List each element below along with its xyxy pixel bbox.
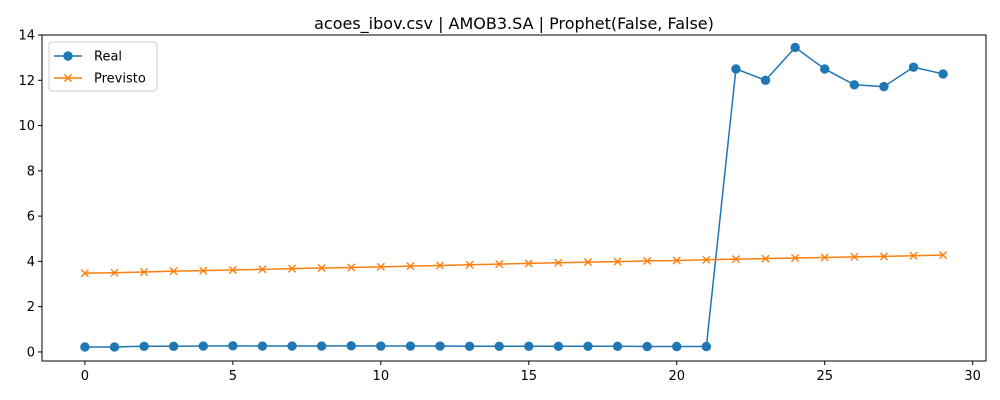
x-tick-label: 0	[81, 369, 89, 384]
data-point-real	[701, 341, 712, 352]
data-point-real	[139, 341, 149, 351]
data-point-previsto	[317, 263, 326, 273]
data-point-previsto	[139, 267, 149, 277]
y-tick-label: 12	[18, 74, 35, 89]
data-point-real	[553, 341, 564, 351]
x-tick-label: 10	[373, 369, 390, 384]
y-tick-label: 6	[27, 210, 35, 225]
series-layer	[80, 42, 948, 352]
data-point-real	[672, 341, 682, 352]
data-point-previsto	[406, 262, 415, 271]
x-tick-label: 30	[964, 369, 981, 384]
legend-marker-previsto	[63, 73, 73, 83]
data-point-previsto	[791, 253, 800, 263]
x-tick-label: 5	[229, 369, 237, 384]
y-tick-label: 0	[27, 345, 35, 360]
y-tick-label: 4	[27, 255, 35, 270]
data-point-real	[790, 42, 800, 53]
y-tick-label: 2	[27, 300, 35, 315]
data-point-real	[346, 341, 356, 351]
data-point-real	[435, 341, 445, 351]
x-tick-label: 20	[668, 369, 685, 384]
data-point-previsto	[465, 260, 474, 269]
series-line-real	[84, 46, 944, 348]
data-point-real	[938, 69, 948, 79]
data-point-real	[198, 341, 208, 351]
data-point-previsto	[879, 252, 889, 261]
data-point-previsto	[347, 263, 356, 272]
legend: Real Previsto	[48, 41, 158, 92]
data-point-real	[80, 342, 90, 352]
data-point-real	[494, 341, 504, 351]
data-point-real	[524, 341, 534, 351]
data-point-real	[642, 341, 652, 352]
data-point-previsto	[702, 255, 711, 264]
data-point-previsto	[287, 264, 297, 273]
data-point-real	[908, 62, 919, 72]
data-point-previsto	[731, 255, 741, 264]
data-point-real	[849, 80, 860, 90]
data-point-previsto	[524, 259, 533, 268]
data-point-previsto	[938, 250, 948, 260]
x-tick-label: 25	[816, 369, 833, 384]
chart-title: acoes_ibov.csv | AMOB3.SA | Prophet(Fals…	[314, 14, 714, 34]
data-point-real	[228, 341, 238, 351]
y-tick-label: 14	[18, 29, 35, 44]
y-tick-label: 8	[27, 164, 35, 179]
data-point-real	[760, 75, 771, 85]
data-point-real	[879, 81, 889, 92]
data-point-real	[612, 341, 623, 351]
x-tick-label: 15	[521, 369, 538, 384]
plot-frame	[41, 34, 987, 362]
data-point-real	[316, 341, 327, 351]
data-point-real	[109, 342, 120, 352]
y-tick-label: 10	[18, 119, 35, 134]
data-point-previsto	[761, 254, 770, 263]
data-point-previsto	[613, 257, 622, 266]
legend-label-previsto: Previsto	[94, 72, 146, 87]
data-point-real	[820, 64, 830, 74]
data-point-previsto	[495, 260, 504, 269]
data-point-previsto	[110, 268, 119, 277]
data-point-real	[257, 341, 268, 351]
data-point-previsto	[850, 252, 859, 261]
axes-layer: 0 5 10 15 20 25 30 0 2 4 6 8 10 12 14	[18, 29, 981, 385]
data-point-real	[376, 341, 386, 351]
data-point-previsto	[258, 265, 267, 274]
data-point-previsto	[672, 256, 681, 265]
data-point-previsto	[376, 262, 385, 271]
data-point-previsto	[228, 265, 237, 275]
data-point-real	[583, 341, 593, 351]
data-point-previsto	[199, 266, 208, 275]
data-point-previsto	[80, 269, 90, 278]
series-line-previsto	[84, 254, 944, 274]
data-point-real	[168, 341, 179, 351]
data-point-real	[464, 341, 475, 351]
data-point-previsto	[554, 258, 563, 267]
data-point-previsto	[909, 251, 918, 260]
data-point-real	[405, 341, 416, 351]
legend-label-real: Real	[94, 50, 122, 65]
data-point-real	[731, 64, 741, 74]
data-point-previsto	[435, 261, 445, 270]
data-point-previsto	[169, 267, 178, 276]
data-point-previsto	[583, 257, 593, 267]
data-point-real	[287, 341, 297, 351]
data-point-previsto	[820, 253, 829, 262]
legend-marker-real	[63, 51, 73, 61]
data-point-previsto	[643, 256, 652, 266]
